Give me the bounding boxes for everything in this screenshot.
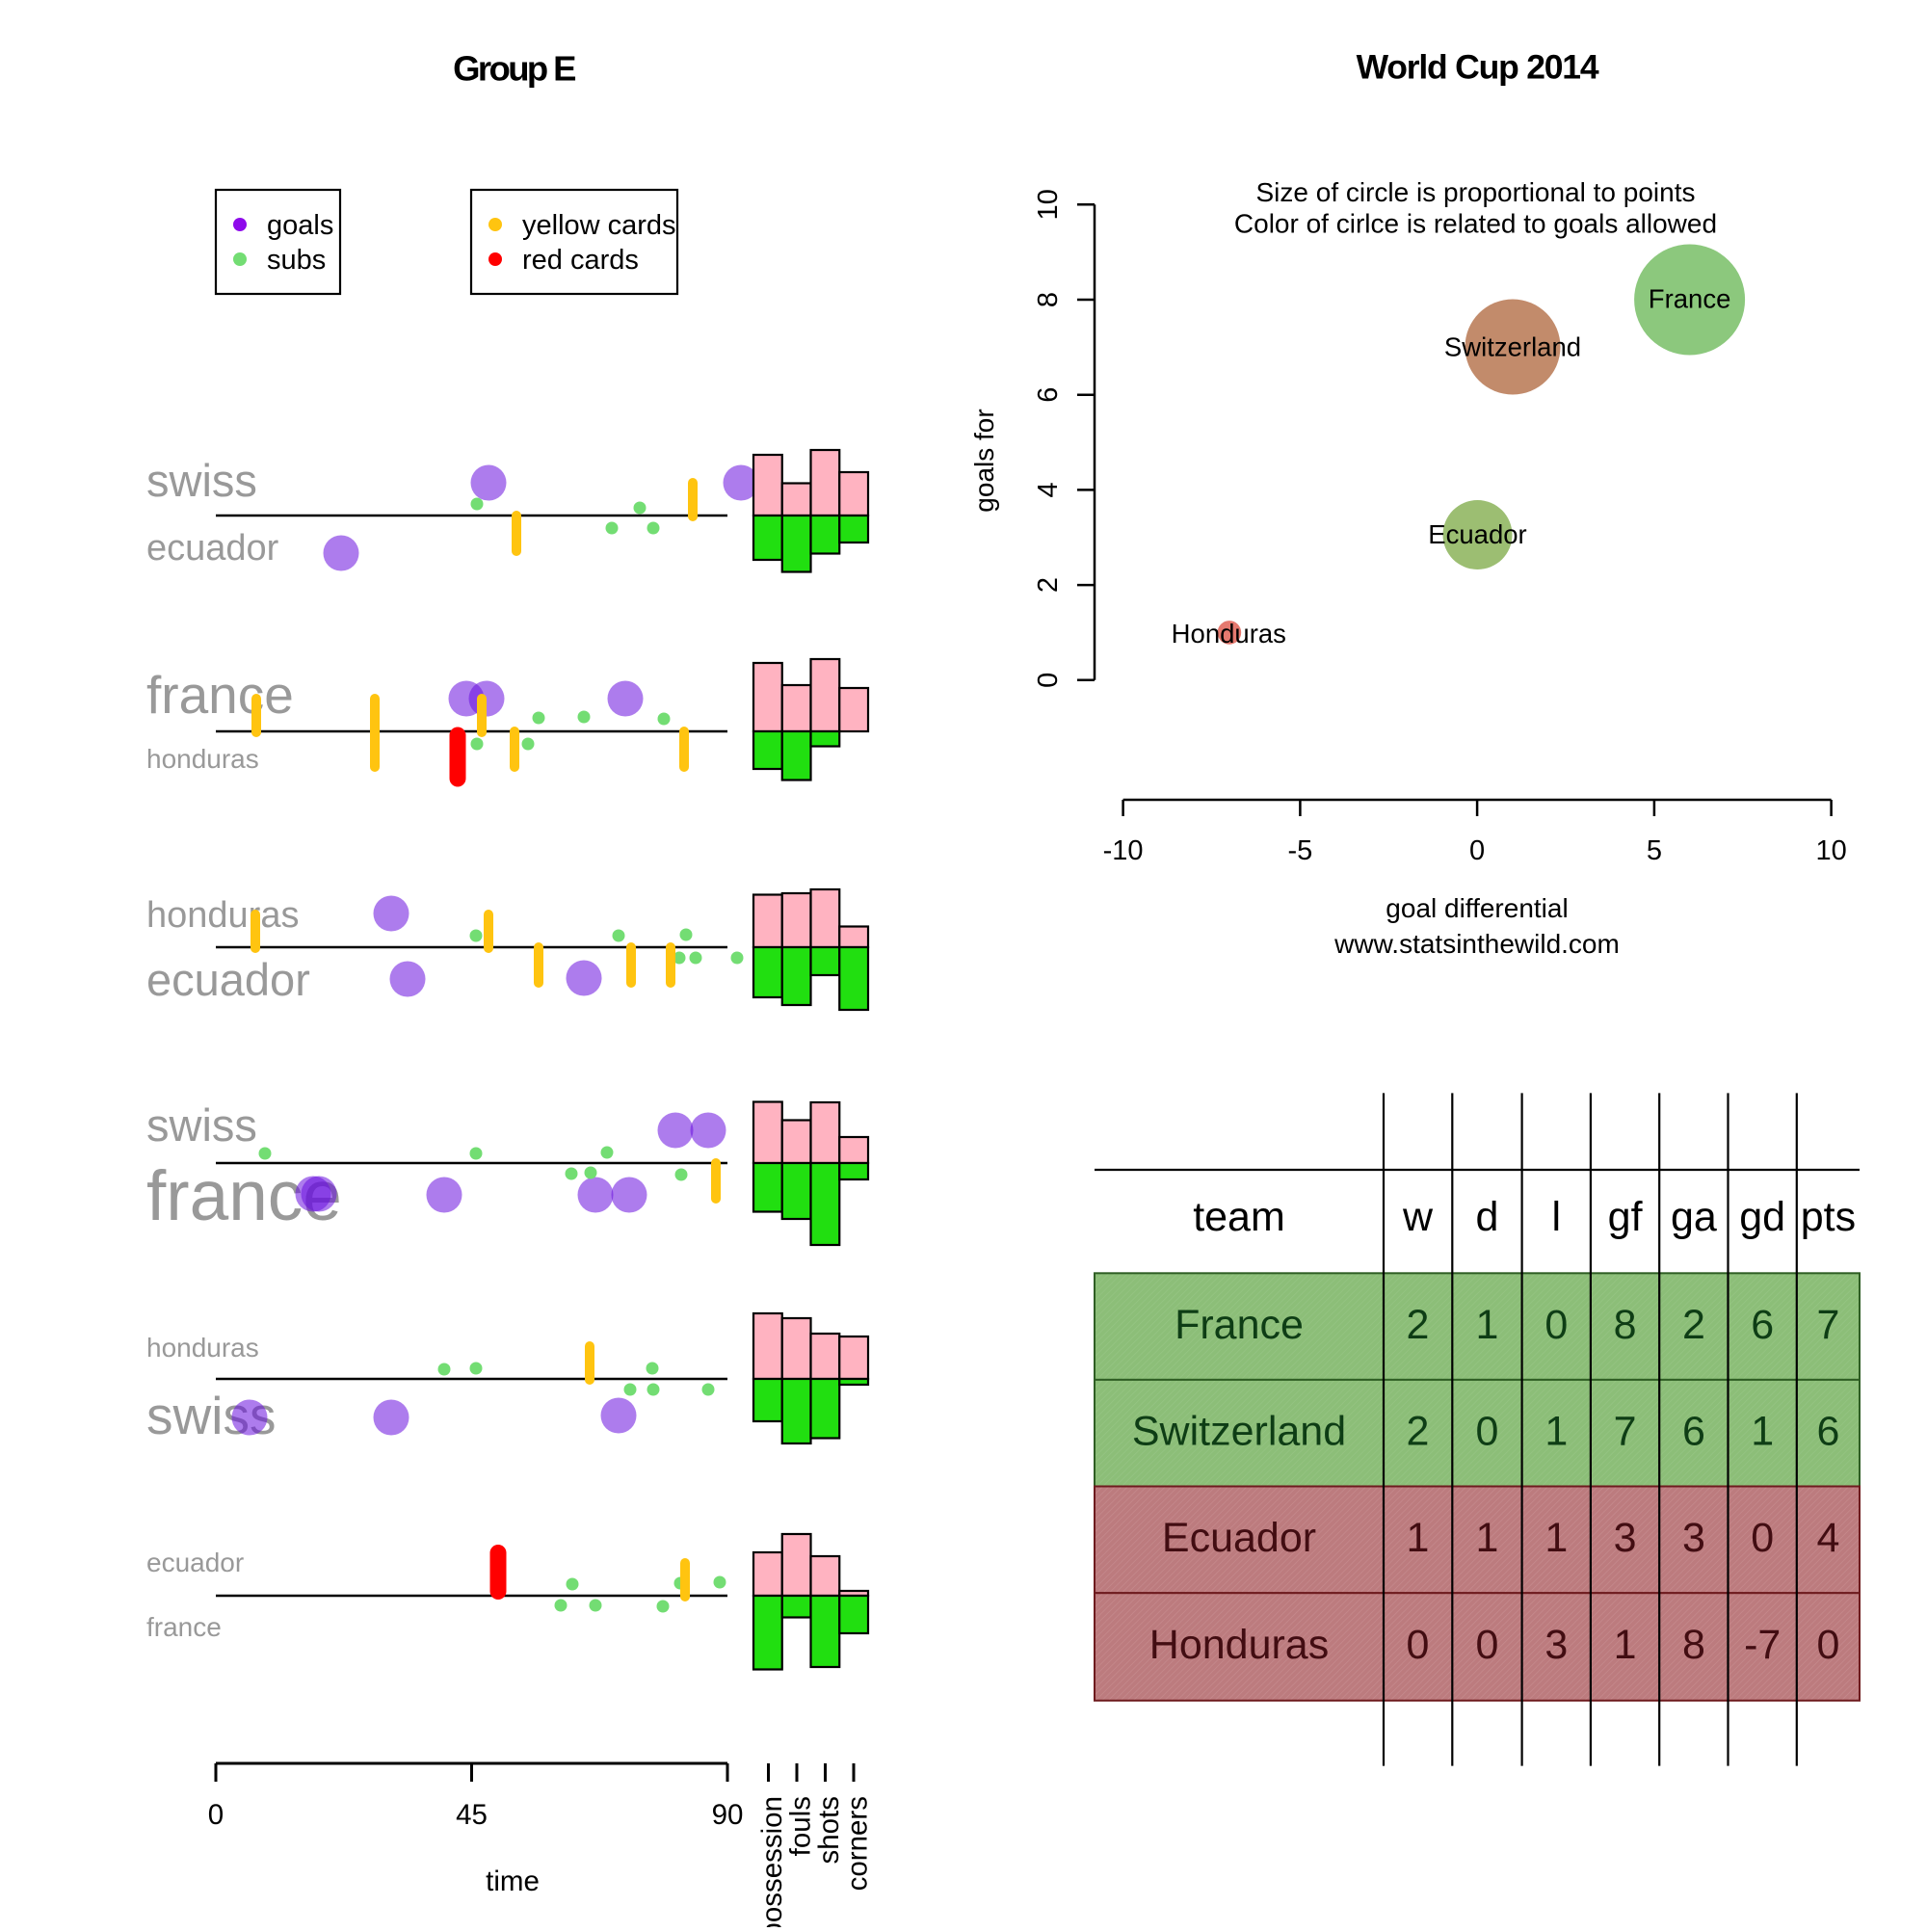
svg-text:6: 6 (1682, 1409, 1705, 1455)
svg-text:d: d (1476, 1194, 1499, 1240)
svg-text:France: France (1175, 1302, 1304, 1348)
svg-text:goal differential: goal differential (1386, 893, 1568, 923)
svg-text:0: 0 (1476, 1622, 1499, 1668)
svg-text:1: 1 (1476, 1515, 1499, 1561)
svg-text:1: 1 (1544, 1409, 1568, 1455)
svg-text:goals for: goals for (969, 409, 999, 512)
svg-text:yellow cards: yellow cards (522, 210, 676, 241)
svg-text:Color of cirlce is related to: Color of cirlce is related to goals allo… (1234, 208, 1717, 238)
svg-text:4: 4 (1816, 1515, 1839, 1561)
svg-text:90: 90 (712, 1799, 744, 1831)
svg-text:Size of circle is proportional: Size of circle is proportional to points (1256, 177, 1696, 207)
svg-text:7: 7 (1816, 1302, 1839, 1348)
svg-text:8: 8 (1682, 1622, 1705, 1668)
svg-text:-5: -5 (1288, 835, 1313, 866)
svg-text:france: france (146, 1612, 222, 1642)
svg-text:l: l (1552, 1194, 1562, 1240)
svg-text:8: 8 (1033, 292, 1064, 307)
svg-text:gd: gd (1739, 1194, 1785, 1240)
svg-text:Ecuador: Ecuador (1428, 519, 1526, 549)
svg-text:0: 0 (1407, 1622, 1430, 1668)
svg-text:1: 1 (1476, 1302, 1499, 1348)
svg-text:0: 0 (1469, 835, 1485, 866)
svg-text:shots: shots (813, 1796, 845, 1865)
svg-text:goals: goals (267, 210, 333, 241)
svg-text:2: 2 (1033, 577, 1064, 593)
svg-text:w: w (1402, 1194, 1434, 1240)
svg-text:Group E: Group E (453, 49, 575, 89)
svg-text:possession: possession (756, 1796, 788, 1927)
svg-text:4: 4 (1033, 482, 1064, 497)
svg-text:2: 2 (1407, 1409, 1430, 1455)
svg-text:ecuador: ecuador (146, 1548, 244, 1577)
svg-text:3: 3 (1544, 1622, 1568, 1668)
svg-text:corners: corners (842, 1796, 874, 1891)
svg-text:honduras: honduras (146, 1333, 259, 1363)
svg-text:Switzerland: Switzerland (1132, 1409, 1346, 1455)
svg-text:red cards: red cards (522, 245, 639, 276)
svg-text:2: 2 (1407, 1302, 1430, 1348)
svg-text:swiss: swiss (146, 455, 257, 506)
svg-text:Switzerland: Switzerland (1444, 331, 1581, 361)
svg-text:pts: pts (1801, 1194, 1856, 1240)
svg-text:0: 0 (208, 1799, 224, 1831)
svg-text:6: 6 (1816, 1409, 1839, 1455)
svg-text:5: 5 (1647, 835, 1662, 866)
svg-text:honduras: honduras (146, 895, 299, 936)
svg-text:-10: -10 (1103, 835, 1144, 866)
svg-text:45: 45 (456, 1799, 488, 1831)
svg-text:fouls: fouls (785, 1796, 817, 1856)
svg-text:-7: -7 (1744, 1622, 1781, 1668)
svg-text:Honduras: Honduras (1149, 1622, 1329, 1668)
svg-text:0: 0 (1544, 1302, 1568, 1348)
svg-text:0: 0 (1816, 1622, 1839, 1668)
svg-text:0: 0 (1751, 1515, 1774, 1561)
svg-text:www.statsinthewild.com: www.statsinthewild.com (1333, 929, 1620, 959)
svg-text:0: 0 (1033, 673, 1064, 688)
svg-text:ga: ga (1671, 1194, 1717, 1240)
svg-text:10: 10 (1815, 835, 1846, 866)
svg-text:Ecuador: Ecuador (1162, 1515, 1316, 1561)
svg-text:1: 1 (1614, 1622, 1637, 1668)
svg-text:10: 10 (1033, 189, 1064, 220)
svg-text:time: time (486, 1866, 540, 1897)
svg-text:ecuador: ecuador (146, 528, 279, 569)
svg-text:team: team (1193, 1194, 1285, 1240)
svg-text:Honduras: Honduras (1172, 619, 1286, 648)
svg-text:1: 1 (1407, 1515, 1430, 1561)
svg-text:6: 6 (1033, 387, 1064, 403)
svg-text:7: 7 (1614, 1409, 1637, 1455)
svg-text:6: 6 (1751, 1302, 1774, 1348)
svg-text:france: france (146, 665, 294, 725)
svg-text:3: 3 (1682, 1515, 1705, 1561)
svg-text:0: 0 (1476, 1409, 1499, 1455)
svg-text:honduras: honduras (146, 744, 259, 774)
svg-text:3: 3 (1614, 1515, 1637, 1561)
svg-text:gf: gf (1608, 1194, 1644, 1240)
svg-text:swiss: swiss (146, 1099, 257, 1151)
svg-text:8: 8 (1614, 1302, 1637, 1348)
svg-text:1: 1 (1751, 1409, 1774, 1455)
svg-text:subs: subs (267, 245, 326, 276)
svg-text:France: France (1649, 284, 1731, 314)
svg-text:2: 2 (1682, 1302, 1705, 1348)
svg-text:World Cup 2014: World Cup 2014 (1357, 48, 1599, 87)
svg-text:ecuador: ecuador (146, 954, 310, 1005)
svg-text:1: 1 (1544, 1515, 1568, 1561)
